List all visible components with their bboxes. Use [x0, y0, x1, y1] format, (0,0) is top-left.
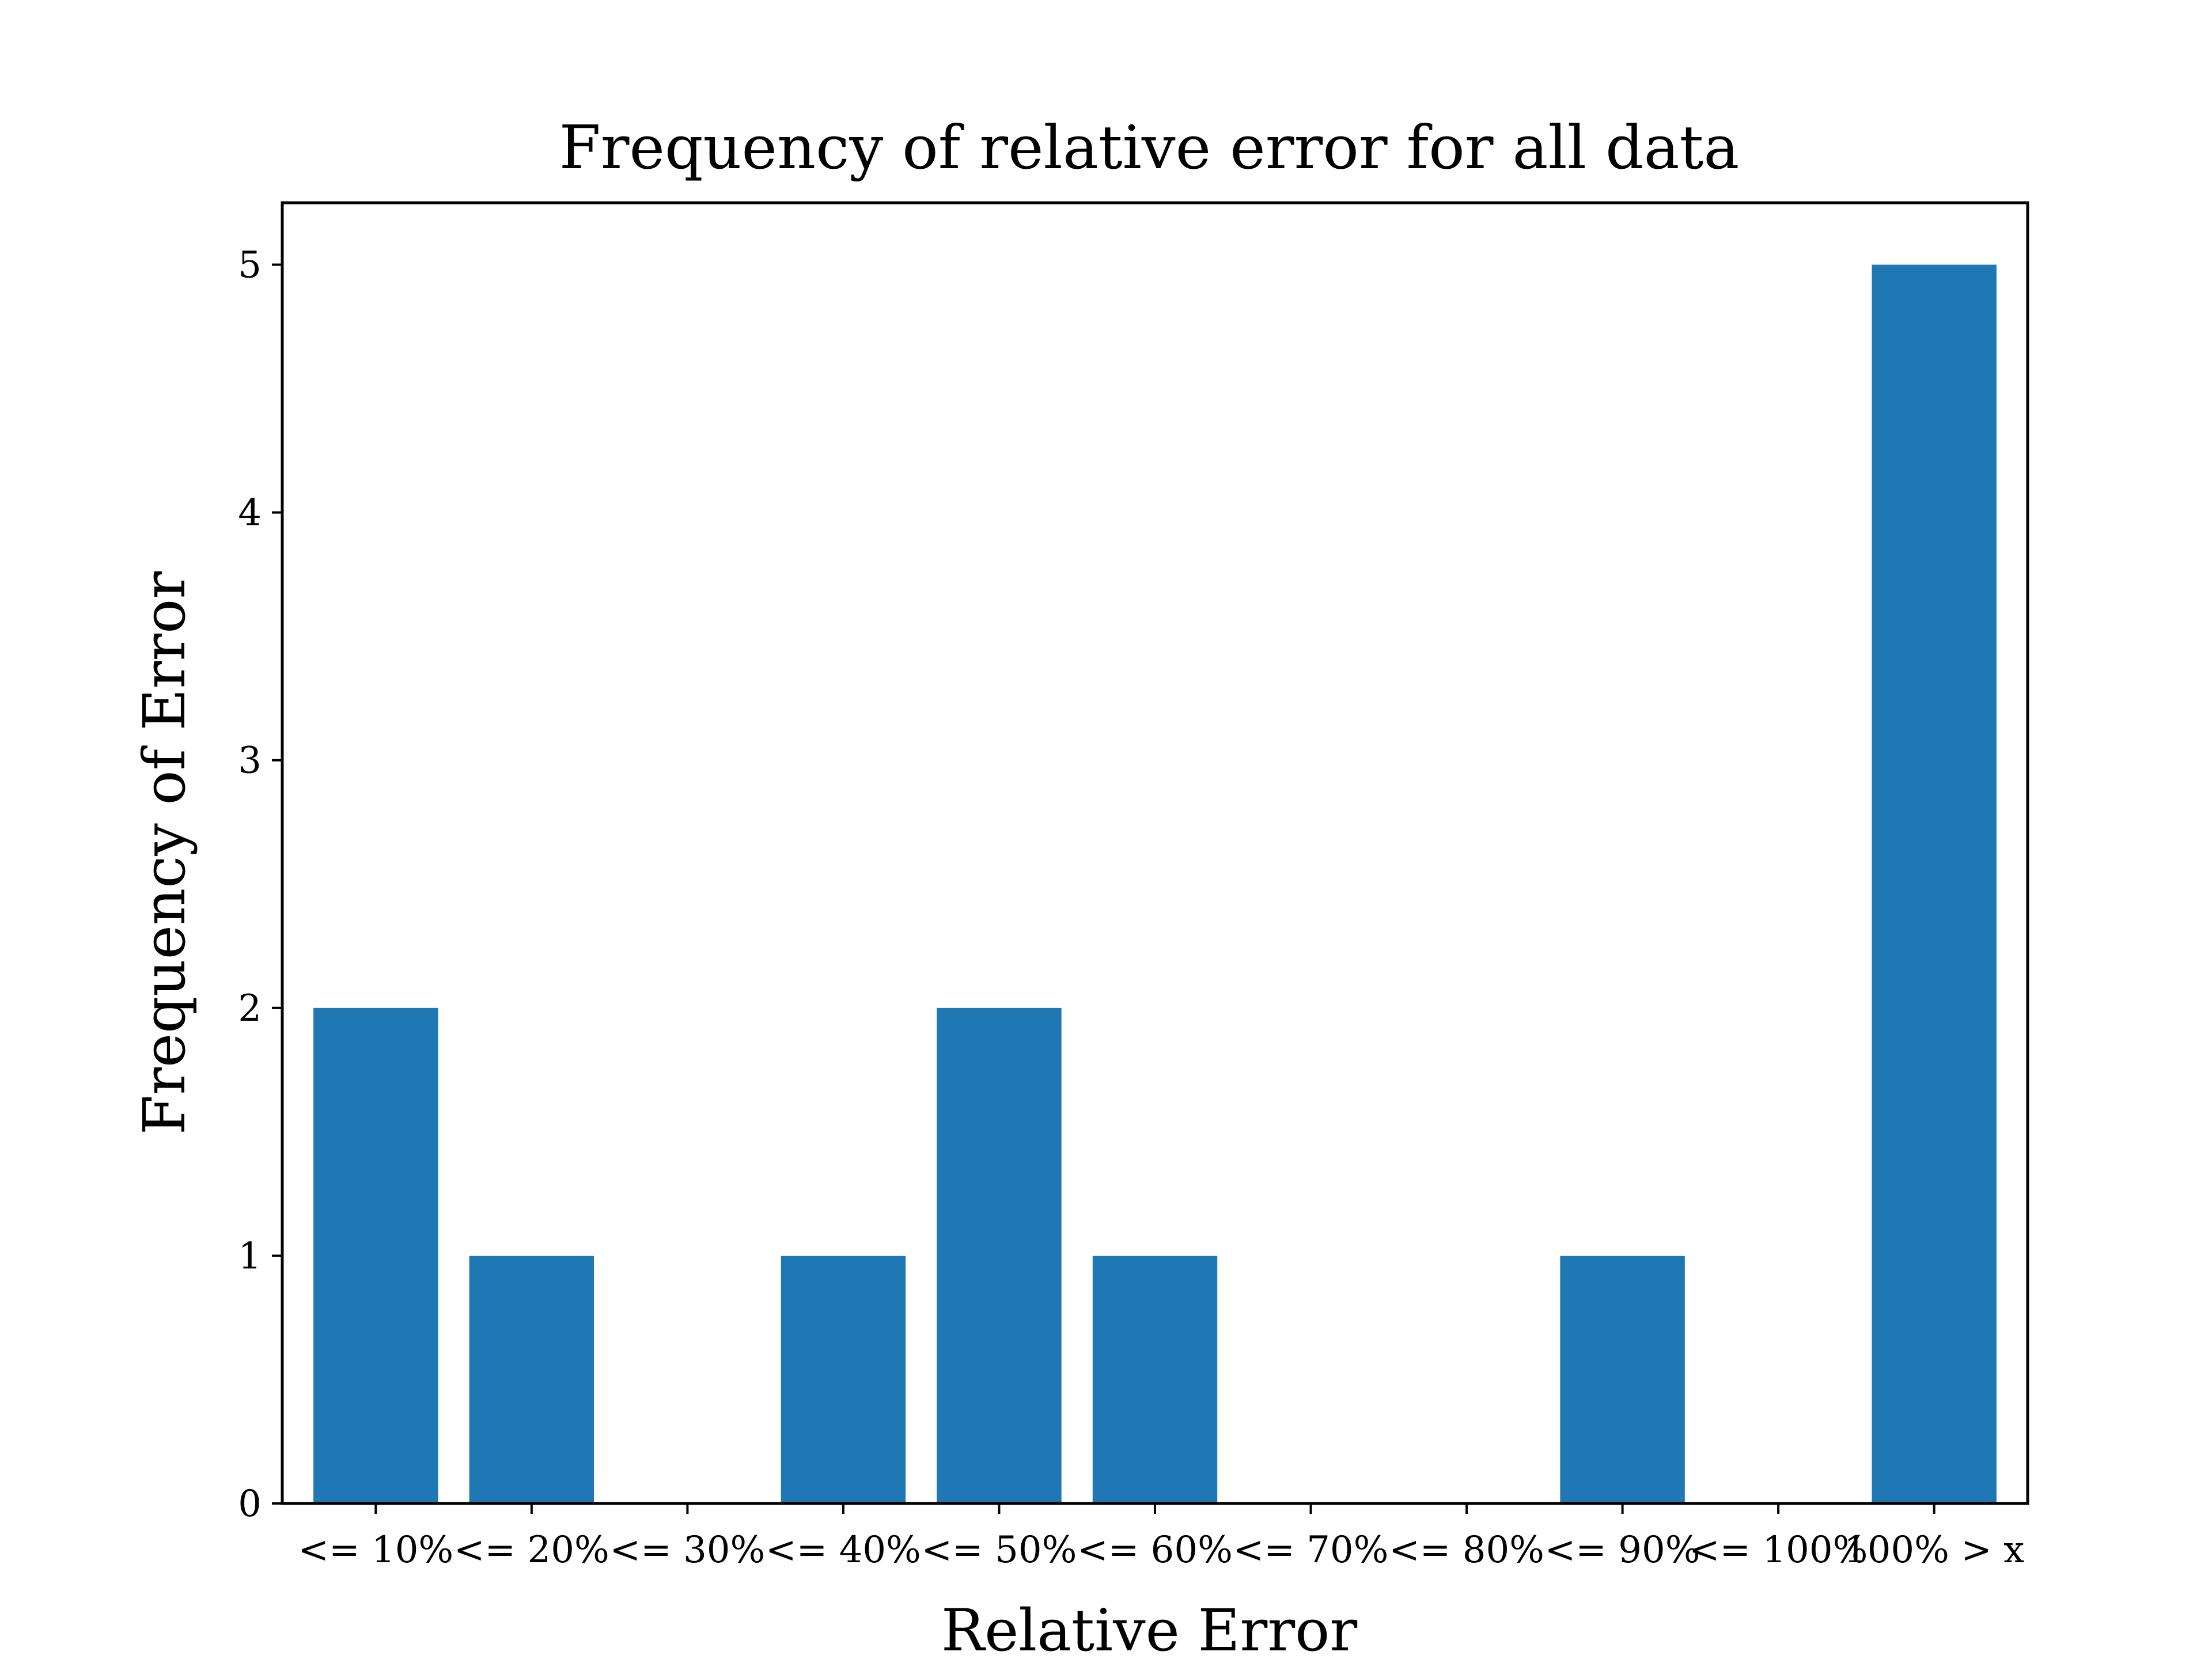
x-tick-label-10: 100% > x: [1844, 1529, 2024, 1571]
x-tick-label-9: <= 100%: [1689, 1529, 1868, 1571]
bar-8: [1560, 1255, 1685, 1503]
bar-1: [469, 1255, 594, 1503]
x-tick-label-1: <= 20%: [454, 1529, 609, 1571]
x-tick-label-7: <= 80%: [1389, 1529, 1544, 1571]
x-tick-label-2: <= 30%: [609, 1529, 765, 1571]
x-axis-title: Relative Error: [941, 1597, 1358, 1659]
bar-3: [781, 1255, 906, 1503]
x-tick-label-8: <= 90%: [1545, 1529, 1700, 1571]
x-tick-label-4: <= 50%: [922, 1529, 1077, 1571]
y-axis-ticks: 0 1 2 3 4 5: [238, 244, 282, 1525]
bar-10: [1872, 264, 1997, 1503]
chart-title: Frequency of relative error for all data: [559, 112, 1740, 183]
y-tick-label-4: 4: [238, 492, 262, 535]
x-tick-label-5: <= 60%: [1077, 1529, 1233, 1571]
x-tick-label-3: <= 40%: [766, 1529, 921, 1571]
y-tick-label-0: 0: [238, 1483, 262, 1525]
bars-group: [313, 264, 1997, 1503]
y-tick-label-2: 2: [238, 987, 262, 1030]
x-axis-ticks: <= 10% <= 20% <= 30% <= 40% <= 50% <= 60% <= 7…: [298, 1503, 2024, 1571]
bar-4: [937, 1007, 1062, 1503]
y-tick-label-1: 1: [238, 1235, 262, 1278]
plot-area-frame: [281, 201, 2029, 1505]
x-tick-label-6: <= 70%: [1233, 1529, 1389, 1571]
y-axis-title: Frequency of Error: [131, 571, 198, 1135]
x-tick-label-0: <= 10%: [298, 1529, 453, 1571]
y-tick-label-5: 5: [238, 244, 262, 287]
bar-5: [1092, 1255, 1218, 1503]
bar-0: [313, 1007, 438, 1503]
y-tick-label-3: 3: [238, 740, 262, 782]
